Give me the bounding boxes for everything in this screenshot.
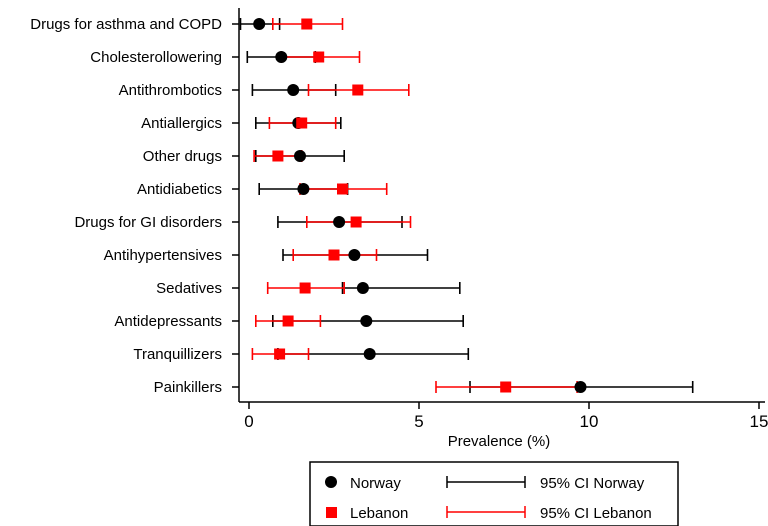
point-lebanon: [350, 216, 362, 228]
category-label-antidepressants: Antidepressants: [114, 313, 222, 330]
x-axis-label: Prevalence (%): [448, 433, 551, 450]
legend-lebanon-marker: [326, 507, 337, 518]
point-norway: [363, 348, 376, 360]
point-norway: [356, 282, 369, 294]
category-label-painkillers: Painkillers: [154, 379, 222, 396]
legend-ci-lebanon-marker: [446, 506, 526, 518]
legend: Norway 95% CI Norway Lebanon 95% CI Leba…: [309, 461, 679, 526]
category-labels: Drugs for asthma and COPD Cholesterollowe…: [30, 8, 240, 402]
category-label-drugs-for-gi-disorders: Drugs for GI disorders: [74, 214, 222, 231]
legend-ci-lebanon-label: 95% CI Lebanon: [540, 505, 652, 522]
point-norway: [297, 183, 310, 195]
point-norway: [253, 18, 266, 30]
point-lebanon: [299, 282, 311, 294]
point-norway: [294, 150, 306, 162]
category-label-tranquillizers: Tranquillizers: [133, 346, 222, 363]
point-norway: [348, 249, 361, 261]
category-label-antidiabetics: Antidiabetics: [137, 181, 222, 198]
point-lebanon: [337, 183, 348, 195]
point-lebanon: [328, 249, 340, 261]
point-norway: [333, 216, 346, 228]
category-label-antithrombotics: Antithrombotics: [119, 82, 222, 99]
category-label-antiallergics: Antiallergics: [141, 115, 222, 132]
point-lebanon: [282, 315, 294, 327]
x-tick-label: 0: [244, 412, 253, 431]
point-lebanon: [272, 150, 284, 162]
legend-norway-label: Norway: [350, 475, 401, 492]
point-norway: [275, 51, 288, 63]
legend-ci-norway-label: 95% CI Norway: [540, 475, 645, 492]
category-label-cholesterollowering: Cholesterollowering: [90, 49, 222, 66]
point-estimates: [253, 18, 587, 393]
point-lebanon: [352, 84, 364, 96]
ci-bars: [239, 18, 694, 393]
point-norway: [360, 315, 373, 327]
point-lebanon: [301, 18, 313, 30]
category-label-other-drugs: Other drugs: [143, 148, 222, 165]
category-label-sedatives: Sedatives: [156, 280, 222, 297]
point-lebanon: [313, 51, 325, 63]
point-lebanon: [500, 381, 512, 393]
legend-norway-marker: [325, 476, 337, 488]
point-norway: [287, 84, 300, 96]
legend-lebanon-label: Lebanon: [350, 505, 408, 522]
point-norway: [574, 381, 587, 393]
category-label-antihypertensives: Antihypertensives: [104, 247, 222, 264]
x-tick-label: 15: [750, 412, 768, 431]
legend-ci-norway-marker: [446, 476, 526, 488]
legend-frame: [309, 461, 679, 526]
x-tick-label: 5: [414, 412, 423, 431]
category-label-drugs-for-asthma-and-copd: Drugs for asthma and COPD: [30, 16, 222, 33]
point-lebanon: [296, 117, 308, 129]
x-axis: 0 5 10 15: [239, 401, 768, 431]
x-tick-label: 10: [580, 412, 599, 431]
point-lebanon: [274, 348, 286, 360]
